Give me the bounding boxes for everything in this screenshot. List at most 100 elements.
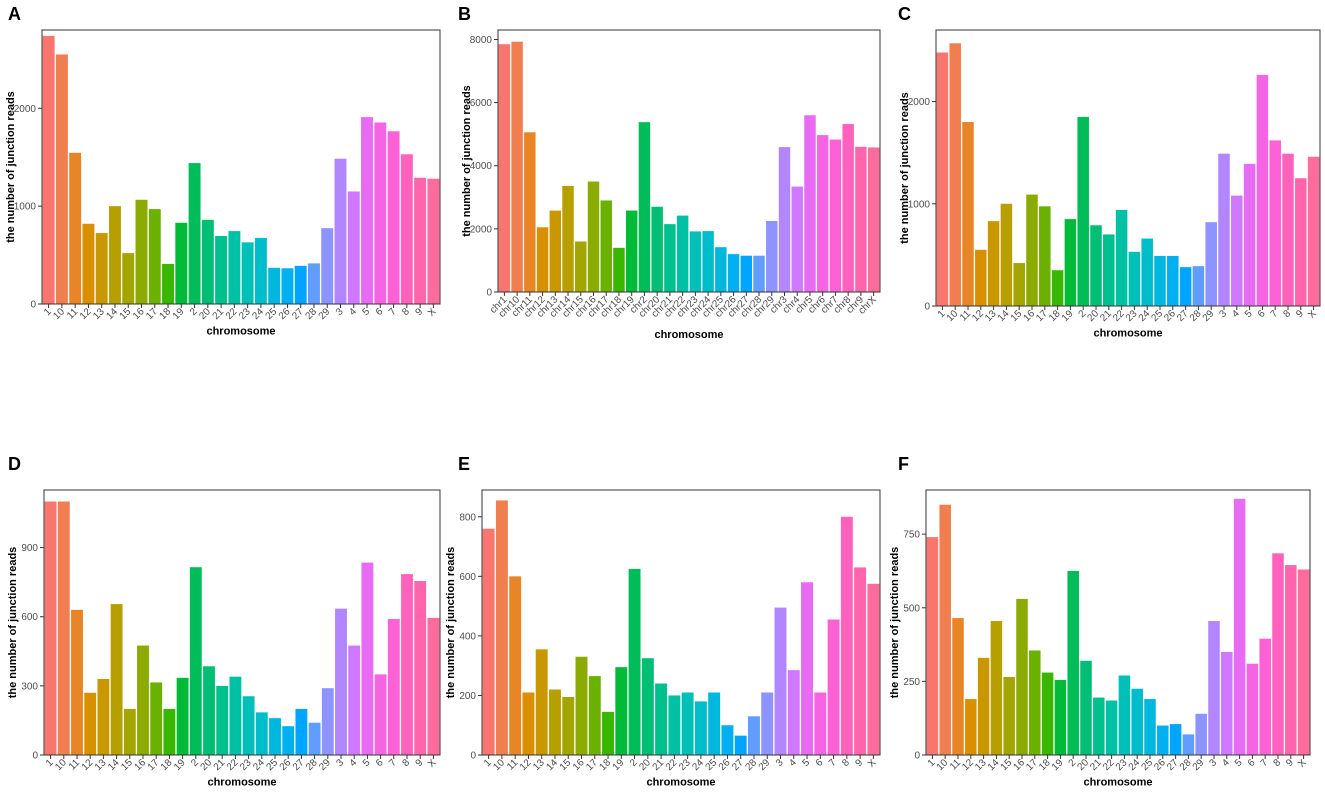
bar-9 <box>414 177 427 304</box>
bar-16 <box>137 645 149 755</box>
bar-4 <box>1231 195 1243 306</box>
plot-frame <box>497 29 881 293</box>
x-tick-label: 6 <box>1256 308 1268 320</box>
panel-label: C <box>898 4 911 24</box>
bar-4 <box>347 191 360 304</box>
bar-11 <box>962 122 974 306</box>
x-tick-label: 4 <box>1230 308 1242 320</box>
bar-1 <box>482 528 495 755</box>
bar-chr26 <box>727 254 740 292</box>
bar-19 <box>176 677 189 755</box>
y-axis-title: the number of junction reads <box>461 85 473 237</box>
bar-3 <box>774 607 787 755</box>
bar-chr27 <box>740 255 753 292</box>
bar-21 <box>216 685 229 755</box>
bar-19 <box>1064 219 1077 306</box>
bar-chr6 <box>816 135 829 292</box>
y-tick-label: 2000 <box>908 97 931 108</box>
bar-17 <box>1029 650 1041 755</box>
bar-13 <box>987 221 1000 306</box>
y-tick-label: 300 <box>21 681 38 692</box>
bar-4 <box>787 670 800 755</box>
y-tick-label: 750 <box>903 530 920 541</box>
bar-12 <box>84 692 97 755</box>
bar-18 <box>1051 270 1064 306</box>
bar-5 <box>801 582 813 755</box>
panel-label: B <box>458 4 471 24</box>
y-tick-label: 800 <box>459 512 476 523</box>
bar-27 <box>1179 267 1192 306</box>
x-tick-label: 5 <box>360 306 372 318</box>
bar-20 <box>201 219 214 304</box>
bar-9 <box>414 581 427 755</box>
bar-14 <box>110 604 123 755</box>
bar-17 <box>148 209 161 304</box>
y-axis-title: the number of junction reads <box>899 92 911 244</box>
bar-24 <box>255 712 268 755</box>
y-tick-label: 600 <box>21 612 38 623</box>
bar-29 <box>761 692 774 755</box>
y-axis-title: the number of junction reads <box>445 547 457 699</box>
x-tick-label: 8 <box>400 306 412 318</box>
bar-9 <box>1295 178 1307 306</box>
bar-18 <box>1041 672 1054 755</box>
bar-3 <box>1218 153 1230 306</box>
bar-12 <box>965 699 977 755</box>
bar-6 <box>374 674 387 755</box>
bar-4 <box>348 645 361 755</box>
bar-12 <box>82 223 95 304</box>
bar-chrX <box>867 147 880 292</box>
bar-17 <box>150 682 163 755</box>
x-tick-label: 3 <box>1217 308 1229 320</box>
panel-label: F <box>898 454 909 474</box>
bar-7 <box>387 131 400 304</box>
y-tick-label: 0 <box>486 288 492 299</box>
x-tick-label: X <box>1306 308 1319 321</box>
x-tick-label: 5 <box>1233 757 1245 769</box>
bar-25 <box>708 692 721 755</box>
bar-20 <box>1090 225 1102 306</box>
bar-22 <box>1105 700 1118 755</box>
bar-chr16 <box>587 181 600 292</box>
bar-21 <box>655 683 668 755</box>
x-tick-label: 29 <box>317 306 333 322</box>
bar-26 <box>721 725 734 755</box>
bar-5 <box>1233 498 1246 755</box>
bar-5 <box>1243 163 1256 306</box>
x-tick-label: 19 <box>1060 308 1076 324</box>
bar-25 <box>1154 255 1166 306</box>
x-tick-label: 3 <box>774 757 786 769</box>
bar-6 <box>374 122 387 304</box>
bar-1 <box>42 35 55 305</box>
y-tick-label: 0 <box>924 302 930 313</box>
bar-chr5 <box>804 115 816 292</box>
bar-16 <box>575 656 588 755</box>
bar-8 <box>1282 153 1294 306</box>
x-axis-title: chromosome <box>207 776 276 788</box>
bar-chr10 <box>511 41 523 293</box>
bar-9 <box>854 567 867 755</box>
bar-27 <box>294 265 307 304</box>
x-tick-label: 5 <box>1243 308 1255 320</box>
x-tick-label: 29 <box>1201 308 1217 324</box>
x-tick-label: 9 <box>414 757 426 769</box>
bar-25 <box>269 718 281 755</box>
bar-10 <box>495 500 508 755</box>
bar-12 <box>975 249 987 306</box>
y-tick-label: 1000 <box>908 199 931 210</box>
bar-2 <box>189 567 202 755</box>
y-axis-title: the number of junction reads <box>889 547 901 699</box>
bar-8 <box>1272 553 1284 755</box>
bar-2 <box>1077 116 1089 306</box>
x-tick-label: 4 <box>348 757 360 769</box>
bar-20 <box>203 666 215 755</box>
bar-2 <box>628 568 641 755</box>
bar-4 <box>1221 651 1233 755</box>
bar-21 <box>215 235 228 304</box>
bar-7 <box>827 619 840 755</box>
bar-11 <box>952 618 964 755</box>
